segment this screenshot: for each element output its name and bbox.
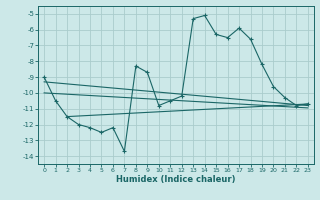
X-axis label: Humidex (Indice chaleur): Humidex (Indice chaleur) bbox=[116, 175, 236, 184]
